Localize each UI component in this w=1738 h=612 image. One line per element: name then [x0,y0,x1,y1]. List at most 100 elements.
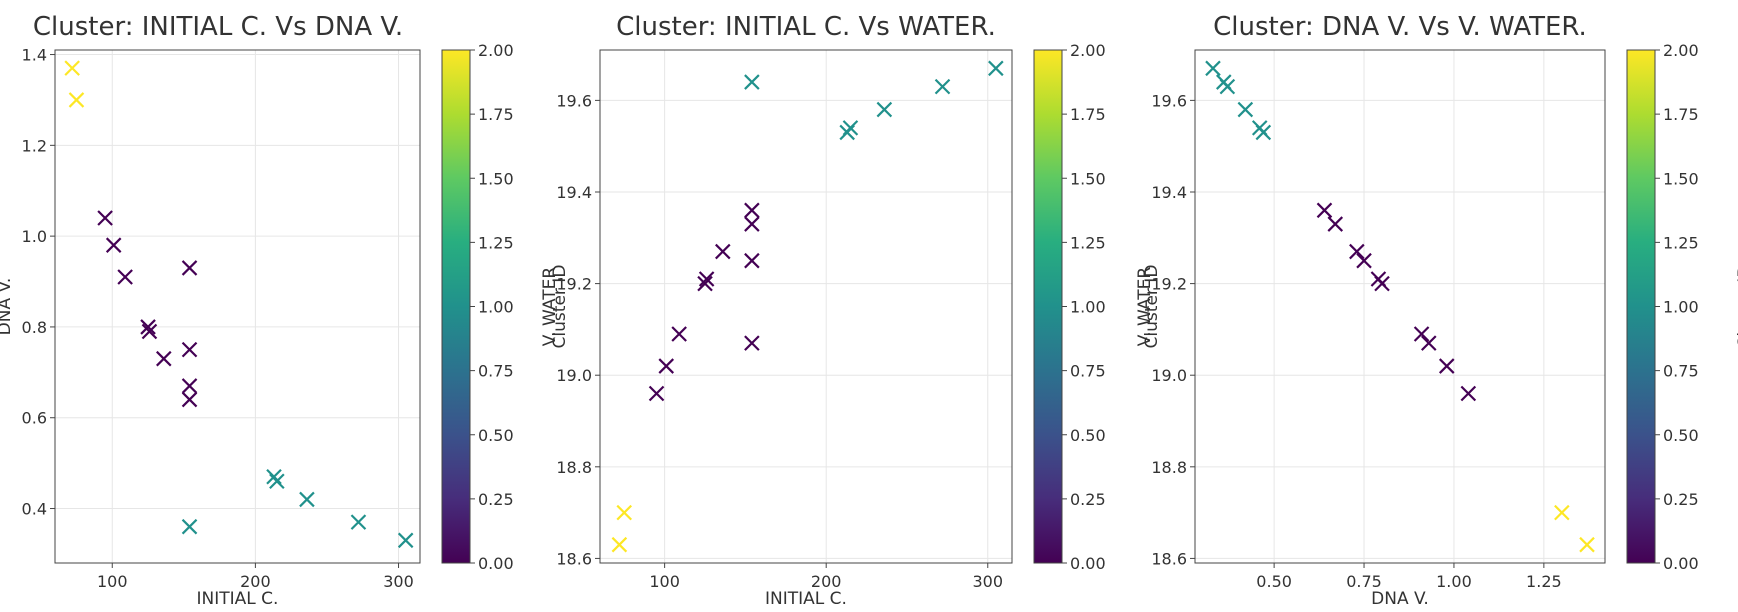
colorbar-tick-label: 1.25 [1070,233,1106,252]
colorbar-label: Cluster ID [550,265,570,349]
y-tick-label: 18.8 [556,458,592,477]
plot-frame [599,49,1013,564]
y-tick-label: 19.2 [556,275,592,294]
x-axis-label: INITIAL C. [197,589,279,609]
data-point-cluster-1 [988,60,1004,77]
data-point-cluster-0 [141,323,158,340]
data-point-cluster-2 [1579,536,1595,553]
colorbar-tick-label: 1.50 [1663,169,1699,188]
plot-frame [54,49,421,564]
data-point-cluster-0 [1438,358,1455,374]
data-point-cluster-0 [744,252,760,269]
x-tick-label: 100 [649,572,680,591]
chart-title: Cluster: INITIAL C. Vs DNA V. [33,12,403,42]
colorbar-tick-label: 1.75 [1070,105,1106,124]
colorbar-tick-label: 2.00 [1663,41,1699,60]
colorbar-tick-label: 0.25 [1663,490,1699,509]
y-tick-label: 0.8 [22,318,47,337]
colorbar-tick-label: 0.50 [1070,426,1106,445]
y-tick-label: 19.6 [556,91,592,110]
colorbar-tick-label: 1.25 [478,233,514,252]
colorbar [441,49,471,564]
data-point-cluster-1 [842,120,859,136]
data-point-cluster-0 [1349,243,1365,260]
colorbar-tick-label: 1.25 [1663,233,1699,252]
data-point-cluster-1 [1237,101,1254,118]
chart-title: Cluster: INITIAL C. Vs WATER. [616,12,996,42]
y-tick-label: 1.0 [22,227,47,246]
x-tick-label: 1.00 [1436,572,1472,591]
y-tick-label: 18.6 [556,549,592,568]
x-axis-label: INITIAL C. [765,589,847,609]
colorbar-tick-label: 0.25 [478,490,514,509]
x-tick-label: 200 [811,572,842,591]
data-point-cluster-0 [1460,385,1477,402]
colorbar-tick-label: 0.50 [1663,426,1699,445]
colorbar-tick-label: 0.50 [478,426,514,445]
data-point-cluster-2 [611,536,628,553]
y-tick-label: 19.2 [1151,275,1187,294]
x-tick-label: 1.25 [1526,572,1562,591]
x-axis-label: DNA V. [1371,589,1429,609]
data-point-cluster-0 [140,319,156,335]
y-tick-label: 1.4 [22,46,47,65]
colorbar-tick-label: 1.75 [1663,105,1699,124]
data-point-cluster-0 [658,358,675,374]
y-tick-label: 1.2 [22,136,47,155]
colorbar-tick-label: 0.00 [1663,554,1699,573]
data-point-cluster-0 [671,326,687,342]
data-point-cluster-0 [1316,202,1333,219]
data-point-cluster-1 [744,74,760,90]
data-point-cluster-0 [1420,335,1437,351]
colorbar [1033,49,1063,564]
data-point-cluster-1 [1255,124,1272,141]
data-point-cluster-2 [64,60,80,76]
y-axis-label: V. WATER [1135,267,1155,347]
data-point-cluster-2 [1554,504,1570,521]
y-tick-label: 19.0 [1151,366,1187,385]
colorbar-tick-label: 0.75 [478,362,514,381]
x-tick-label: 300 [972,572,1003,591]
data-point-cluster-0 [97,210,113,226]
colorbar-tick-label: 0.00 [1070,554,1106,573]
data-point-cluster-0 [181,378,198,394]
y-axis-label: V. WATER [540,267,560,347]
data-point-cluster-1 [269,473,285,490]
y-tick-label: 0.4 [22,500,47,519]
x-tick-label: 0.50 [1256,572,1292,591]
data-point-cluster-1 [876,101,893,118]
data-point-cluster-1 [1219,78,1236,95]
data-point-cluster-0 [698,271,715,287]
data-point-cluster-2 [616,504,633,521]
data-point-cluster-0 [744,216,760,232]
data-point-cluster-0 [117,269,133,285]
colorbar-tick-label: 0.75 [1663,362,1699,381]
colorbar-tick-label: 1.75 [478,105,514,124]
x-tick-label: 100 [97,572,128,591]
plot-frame [1194,49,1606,564]
colorbar-tick-label: 2.00 [1070,41,1106,60]
y-tick-label: 18.8 [1151,458,1187,477]
y-tick-label: 19.4 [556,183,592,202]
data-point-cluster-0 [715,243,731,260]
data-point-cluster-1 [181,518,198,535]
colorbar-tick-label: 1.00 [1070,298,1106,317]
data-point-cluster-1 [350,514,367,530]
data-point-cluster-0 [156,350,172,367]
data-point-cluster-0 [1356,252,1372,269]
data-point-cluster-0 [697,275,713,292]
colorbar-tick-label: 2.00 [478,41,514,60]
x-tick-label: 200 [240,572,271,591]
data-point-cluster-0 [181,341,198,358]
x-tick-label: 0.75 [1346,572,1382,591]
data-point-cluster-0 [181,260,198,276]
data-point-cluster-0 [744,335,760,351]
colorbar [1626,49,1656,564]
colorbar-tick-label: 0.75 [1070,362,1106,381]
chart-title: Cluster: DNA V. Vs V. WATER. [1213,12,1587,42]
data-point-cluster-1 [299,491,315,508]
chart-panel-1: Cluster: INITIAL C. Vs DNA V. 100 200 300 0.… [0,12,570,609]
colorbar-tick-label: 1.00 [1663,298,1699,317]
